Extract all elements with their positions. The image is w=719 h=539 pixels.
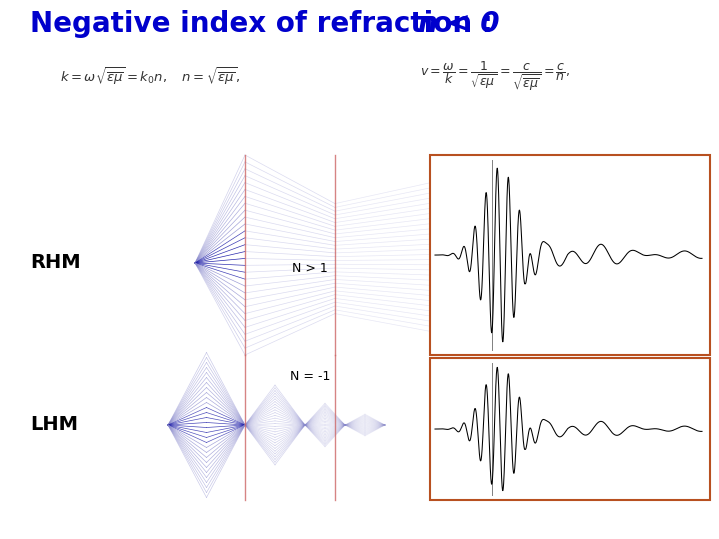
Text: $v = \dfrac{\omega}{k} = \dfrac{1}{\sqrt{\epsilon\mu}} = \dfrac{c}{\sqrt{\overli: $v = \dfrac{\omega}{k} = \dfrac{1}{\sqrt… [420, 60, 570, 93]
Text: RHM: RHM [30, 253, 81, 273]
Text: N > 1: N > 1 [292, 261, 328, 274]
Text: n < 0: n < 0 [418, 10, 500, 38]
Bar [430, 155, 710, 355]
Text: LHM: LHM [30, 416, 78, 434]
Text: Negative index of refraction :: Negative index of refraction : [30, 10, 503, 38]
Bar [430, 358, 710, 500]
Text: N = -1: N = -1 [290, 370, 330, 383]
Text: $k = \omega\sqrt{\overline{\epsilon\mu}} = k_0 n,\quad n = \sqrt{\overline{\epsi: $k = \omega\sqrt{\overline{\epsilon\mu}}… [60, 65, 240, 86]
